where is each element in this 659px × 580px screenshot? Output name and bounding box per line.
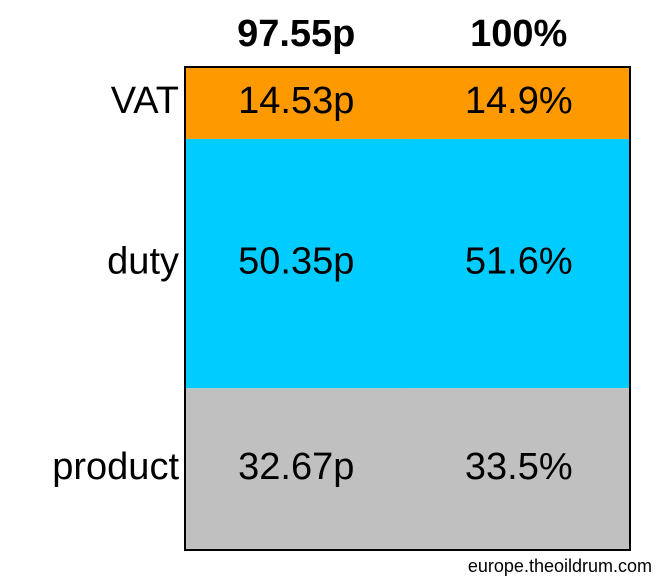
segment-label: 50.35p bbox=[238, 241, 354, 283]
row-label: duty bbox=[107, 241, 179, 283]
segment bbox=[407, 67, 630, 139]
row-label: product bbox=[52, 446, 179, 488]
segment bbox=[407, 388, 630, 550]
segment-label: 33.5% bbox=[465, 446, 573, 488]
segment-label: 51.6% bbox=[465, 241, 573, 283]
frame bbox=[184, 66, 631, 551]
segment bbox=[185, 388, 409, 550]
segment bbox=[185, 67, 409, 139]
segment bbox=[185, 138, 409, 389]
segment-label: 14.9% bbox=[465, 80, 573, 122]
source: europe.theoildrum.com bbox=[468, 556, 652, 576]
column-total: 97.55p bbox=[237, 13, 355, 55]
segment-label: 14.53p bbox=[238, 80, 354, 122]
column-total: 100% bbox=[470, 13, 567, 55]
segment bbox=[407, 138, 630, 389]
segment-label: 32.67p bbox=[238, 446, 354, 488]
row-label: VAT bbox=[111, 80, 179, 122]
